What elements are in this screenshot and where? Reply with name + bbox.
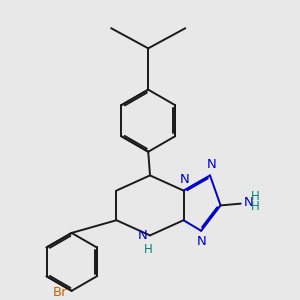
Text: N: N bbox=[137, 229, 147, 242]
Text: H: H bbox=[251, 200, 260, 213]
Text: Br: Br bbox=[53, 286, 68, 299]
Text: N: N bbox=[207, 158, 217, 171]
Text: H: H bbox=[144, 243, 153, 256]
Text: N: N bbox=[244, 196, 253, 209]
Text: N: N bbox=[197, 235, 207, 248]
Text: H: H bbox=[251, 190, 260, 203]
Text: N: N bbox=[180, 172, 190, 186]
